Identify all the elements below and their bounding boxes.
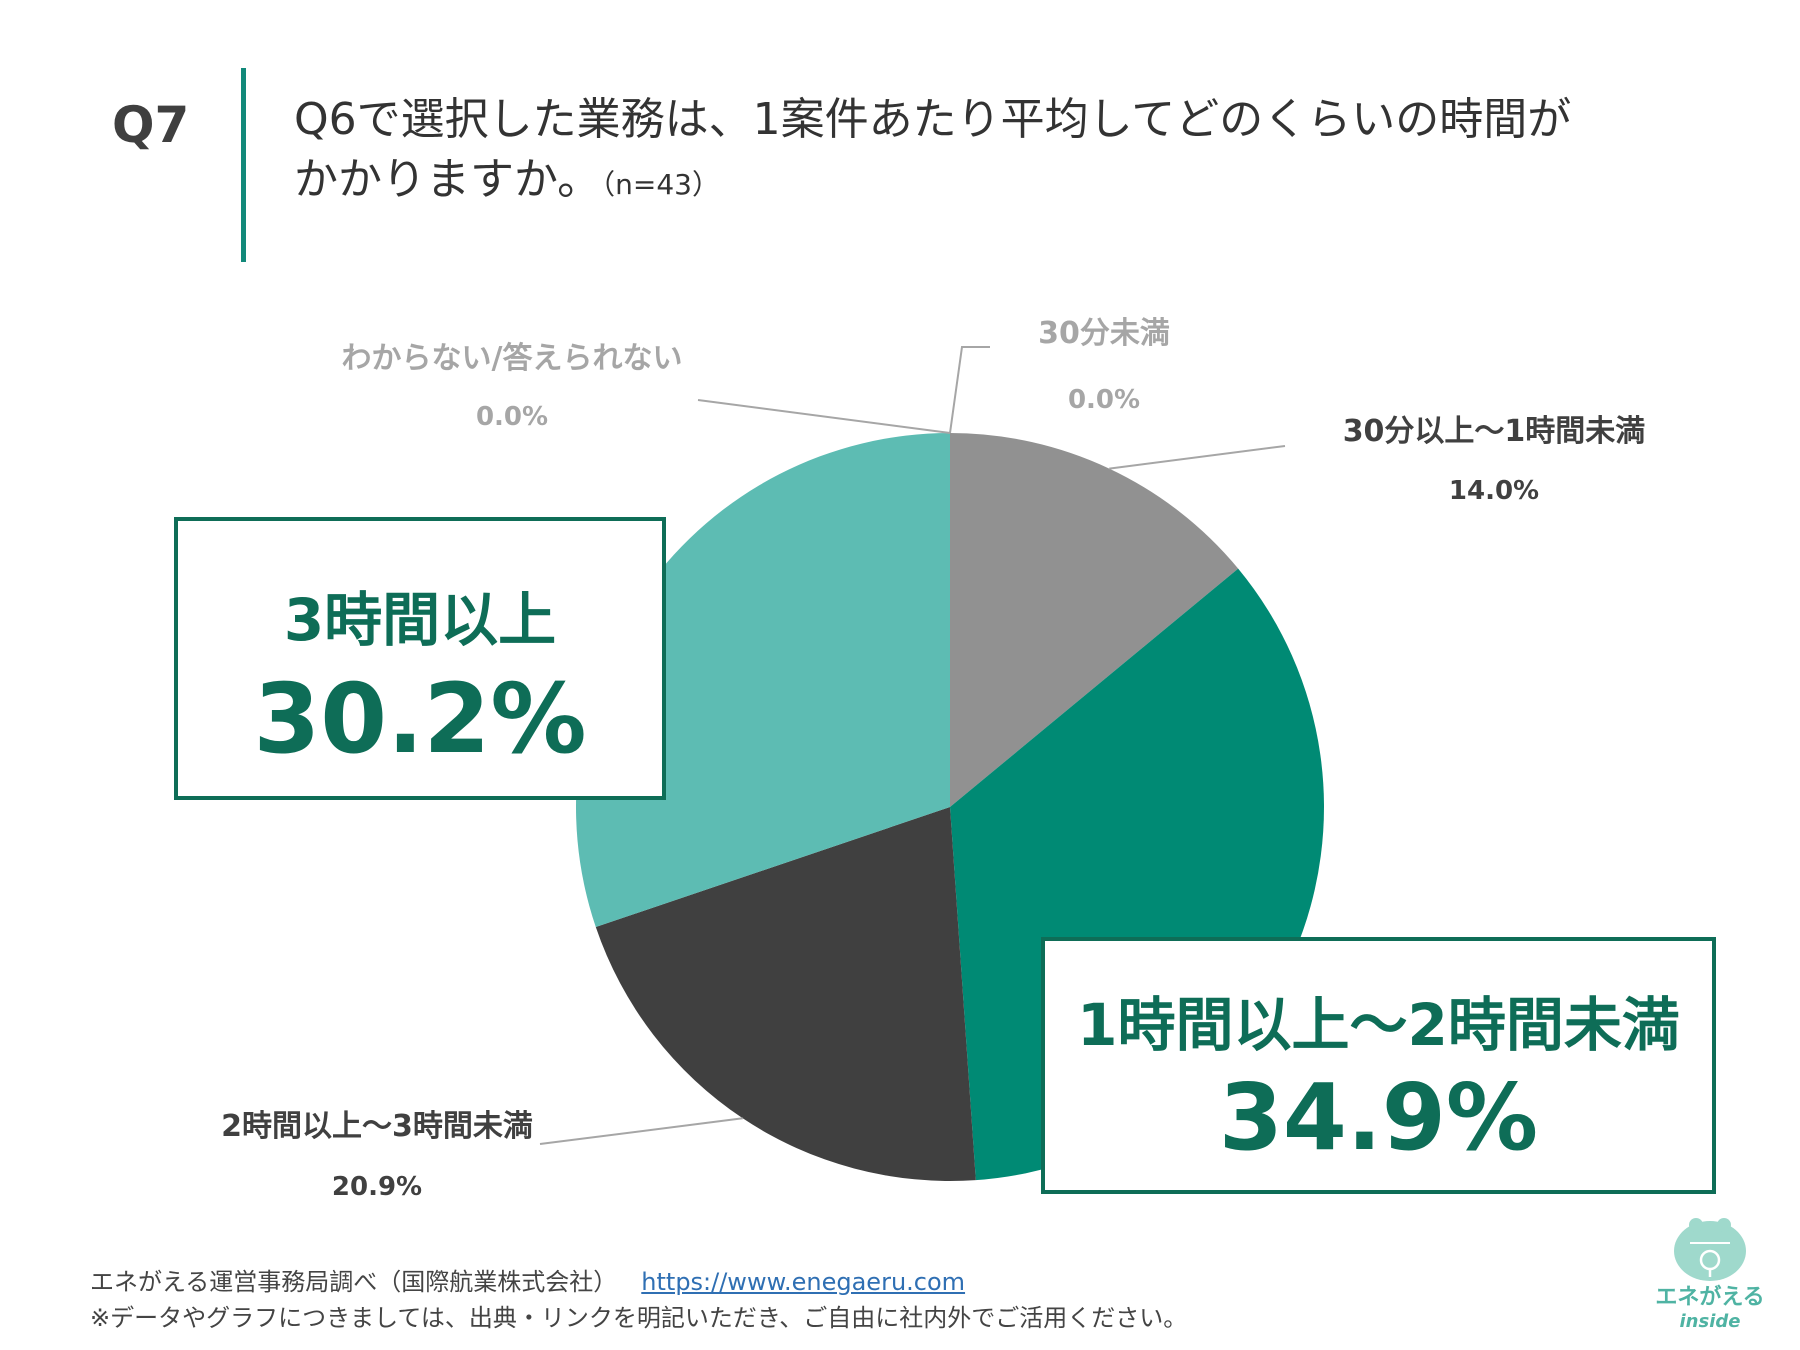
leader-line-1 <box>1109 445 1286 470</box>
question-number: Q7 <box>112 96 190 154</box>
callout-1h-2h: 1時間以上～2時間未満 34.9% <box>1041 937 1716 1194</box>
enegaeru-logo: エネがえる inside <box>1640 1205 1780 1345</box>
slice-value-0: 0.0% <box>1068 385 1140 415</box>
callout-3h-value: 30.2% <box>253 663 587 775</box>
slice-label-5: わからない/答えられない <box>342 341 683 376</box>
slice-value-5: 0.0% <box>476 402 548 432</box>
slice-label-3: 2時間以上～3時間未満 <box>221 1109 533 1144</box>
source-text: エネがえる運営事務局調べ（国際航業株式会社） <box>90 1268 618 1296</box>
pie-slice-1 <box>950 433 1239 807</box>
footer-note: ※データやグラフにつきましては、出典・リンクを明記いただき、ご自由に社内外でご活… <box>90 1304 1188 1332</box>
leader-line-5 <box>697 399 951 434</box>
leader-line-0 <box>949 346 990 434</box>
source-link[interactable]: https://www.enegaeru.com <box>641 1268 966 1296</box>
question-line-1: Q6で選択した業務は、1案件あたり平均してどのくらいの時間が <box>294 94 1572 145</box>
slice-label-1: 30分以上～1時間未満 <box>1343 414 1646 449</box>
callout-1h-2h-value: 34.9% <box>1218 1064 1539 1171</box>
callout-1h-2h-label: 1時間以上～2時間未満 <box>1077 991 1680 1059</box>
lightbulb-mascot-icon <box>1674 1218 1746 1281</box>
logo-subtitle: inside <box>1679 1311 1741 1332</box>
pie-slice-4 <box>576 433 950 928</box>
title-divider <box>241 68 246 262</box>
question-text: Q6で選択した業務は、1案件あたり平均してどのくらいの時間が かかりますか。（n… <box>294 90 1694 215</box>
question-line-2: かかりますか。 <box>294 154 602 205</box>
logo-title: エネがえる <box>1655 1285 1765 1310</box>
slice-label-0: 30分未満 <box>1038 316 1170 351</box>
callout-3h-label: 3時間以上 <box>283 586 557 654</box>
slice-value-3: 20.9% <box>332 1172 422 1202</box>
slice-labels: 30分未満 0.0% 30分以上～1時間未満 14.0% 2時間以上～3時間未満 20.9… <box>221 316 1645 1202</box>
footer-source: エネがえる運営事務局調べ（国際航業株式会社） https://www.enegae… <box>90 1262 965 1297</box>
leader-line-3 <box>539 1117 743 1145</box>
callout-3h-or-more: 3時間以上 30.2% <box>174 517 666 800</box>
slice-value-1: 14.0% <box>1449 476 1539 506</box>
pie-slice-3 <box>595 807 976 1181</box>
leader-lines <box>539 346 1286 1145</box>
sample-size: （n=43） <box>601 168 720 201</box>
